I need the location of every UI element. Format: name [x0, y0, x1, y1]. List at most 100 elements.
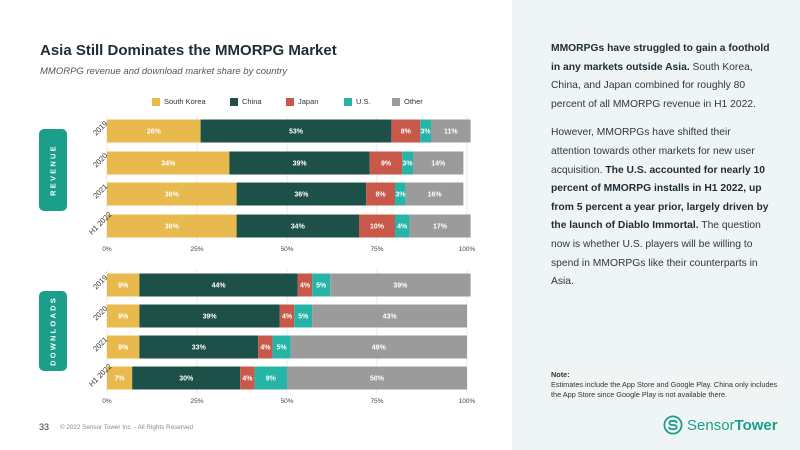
downloads-bar-china-h1-2022: [132, 366, 241, 390]
revenue-category-label: 2020: [91, 151, 109, 169]
revenue-x-tick-label: 50%: [280, 246, 293, 253]
legend-swatch-us: [344, 97, 352, 106]
downloads-data-label: 43%: [383, 314, 398, 321]
legend-label-japan: Japan: [298, 97, 319, 106]
legend-item-other: Other: [392, 97, 423, 106]
revenue-data-label: 34%: [291, 224, 306, 231]
footnote: Note: Estimates include the App Store an…: [551, 370, 781, 400]
downloads-bar-u-s-2020: [294, 304, 313, 328]
revenue-bar-south-korea-2020: [107, 151, 230, 175]
downloads-category-label: 2020: [91, 304, 109, 322]
downloads-bar-japan-2021: [258, 335, 273, 359]
downloads-data-label: 9%: [266, 376, 277, 383]
revenue-data-label: 9%: [381, 161, 392, 168]
downloads-data-label: 4%: [260, 345, 271, 352]
downloads-data-label: 30%: [179, 376, 194, 383]
revenue-data-label: 4%: [397, 224, 408, 231]
revenue-bar-other-h1-2022: [409, 214, 471, 238]
legend-label-us: U.S.: [356, 97, 371, 106]
revenue-data-label: 53%: [289, 129, 304, 136]
commentary-p1-bold: MMORPGs have struggled to gain a foothol…: [551, 43, 770, 73]
revenue-bar-u-s-h1-2022: [395, 214, 410, 238]
revenue-bar-u-s-2019: [420, 119, 431, 143]
revenue-x-tick-label: 100%: [459, 246, 476, 253]
revenue-bar-china-2020: [229, 151, 370, 175]
downloads-data-label: 50%: [370, 376, 385, 383]
revenue-x-tick-label: 75%: [370, 246, 383, 253]
revenue-data-label: 3%: [403, 161, 414, 168]
revenue-data-label: 26%: [147, 129, 162, 136]
commentary-paragraph-1: MMORPGs have struggled to gain a foothol…: [551, 40, 771, 114]
downloads-bar-other-2019: [330, 273, 471, 297]
downloads-data-label: 4%: [242, 376, 253, 383]
revenue-bar-south-korea-2021: [107, 182, 237, 206]
revenue-data-label: 14%: [431, 161, 446, 168]
commentary-p2-bold: The U.S. accounted for nearly 10 percent…: [551, 164, 769, 232]
revenue-x-tick-label: 0%: [102, 246, 112, 253]
sensor-tower-logo: SensorTower: [663, 415, 778, 435]
downloads-section-tab: DOWNLOADS: [39, 291, 67, 371]
downloads-data-label: 4%: [300, 283, 311, 290]
page-subtitle: MMORPG revenue and download market share…: [40, 66, 288, 77]
stacked-bar-charts: 26% 53% 8% 3% 11% 2019 34% 39% 9% 3% 14% 2020 36% 36%…: [87, 115, 476, 405]
commentary-paragraph-2: However, MMORPGs have shifted their atte…: [551, 124, 771, 291]
logo-word-tower: Tower: [734, 416, 778, 434]
downloads-bar-south-korea-2020: [107, 304, 140, 328]
downloads-bar-china-2021: [139, 335, 259, 359]
downloads-data-label: 9%: [118, 345, 129, 352]
legend-label-south-korea: South Korea: [164, 97, 206, 106]
logo-word-sensor: Sensor: [687, 416, 735, 434]
revenue-data-label: 3%: [421, 129, 432, 136]
downloads-bar-japan-2020: [279, 304, 295, 328]
revenue-bar-south-korea-h1-2022: [107, 214, 237, 238]
commentary-panel: [512, 0, 800, 450]
revenue-data-label: 36%: [165, 192, 180, 199]
downloads-data-label: 44%: [212, 283, 227, 290]
revenue-bar-u-s-2021: [395, 182, 406, 206]
downloads-bar-south-korea-2021: [107, 335, 140, 359]
sensor-tower-wordmark: SensorTower: [687, 417, 778, 434]
downloads-data-label: 33%: [192, 345, 207, 352]
revenue-bar-china-h1-2022: [236, 214, 359, 238]
downloads-x-tick-label: 100%: [459, 398, 476, 405]
downloads-data-label: 5%: [316, 283, 327, 290]
commentary-p2-end: The question now is whether U.S. players…: [551, 220, 761, 288]
legend-label-other: Other: [404, 97, 423, 106]
revenue-data-label: 3%: [395, 192, 406, 199]
revenue-data-label: 17%: [433, 224, 448, 231]
downloads-category-label: 2019: [91, 273, 109, 291]
downloads-data-label: 5%: [298, 314, 309, 321]
downloads-bar-other-2021: [290, 335, 467, 359]
sensor-tower-logo-icon: [663, 415, 683, 435]
legend-swatch-japan: [286, 97, 294, 106]
downloads-bar-japan-2019: [297, 273, 313, 297]
revenue-bar-south-korea-2019: [107, 119, 201, 143]
revenue-data-label: 36%: [165, 224, 180, 231]
revenue-data-label: 8%: [376, 192, 387, 199]
commentary-p2-start: However, MMORPGs have shifted their atte…: [551, 127, 755, 176]
revenue-bar-china-2021: [236, 182, 367, 206]
legend-swatch-other: [392, 97, 400, 106]
downloads-bar-other-2020: [312, 304, 467, 328]
downloads-bar-japan-h1-2022: [240, 366, 255, 390]
revenue-bar-other-2019: [431, 119, 471, 143]
downloads-x-tick-label: 50%: [280, 398, 293, 405]
revenue-bar-other-2020: [413, 151, 464, 175]
revenue-section-tab: REVENUE: [39, 129, 67, 211]
revenue-bar-japan-2021: [366, 182, 395, 206]
legend-swatch-china: [230, 97, 238, 106]
downloads-x-tick-label: 0%: [102, 398, 112, 405]
revenue-data-label: 11%: [444, 129, 458, 136]
copyright-notice: © 2022 Sensor Tower Inc. - All Rights Re…: [60, 424, 193, 431]
legend-label-china: China: [242, 97, 262, 106]
downloads-bar-china-2020: [139, 304, 280, 328]
downloads-data-label: 7%: [115, 376, 126, 383]
downloads-data-label: 9%: [118, 314, 129, 321]
downloads-bar-other-h1-2022: [287, 366, 467, 390]
revenue-data-label: 39%: [293, 161, 308, 168]
downloads-bar-south-korea-h1-2022: [107, 366, 133, 390]
revenue-data-label: 10%: [370, 224, 385, 231]
revenue-bar-japan-2019: [391, 119, 421, 143]
downloads-bar-u-s-h1-2022: [254, 366, 287, 390]
legend-swatch-south-korea: [152, 97, 160, 106]
